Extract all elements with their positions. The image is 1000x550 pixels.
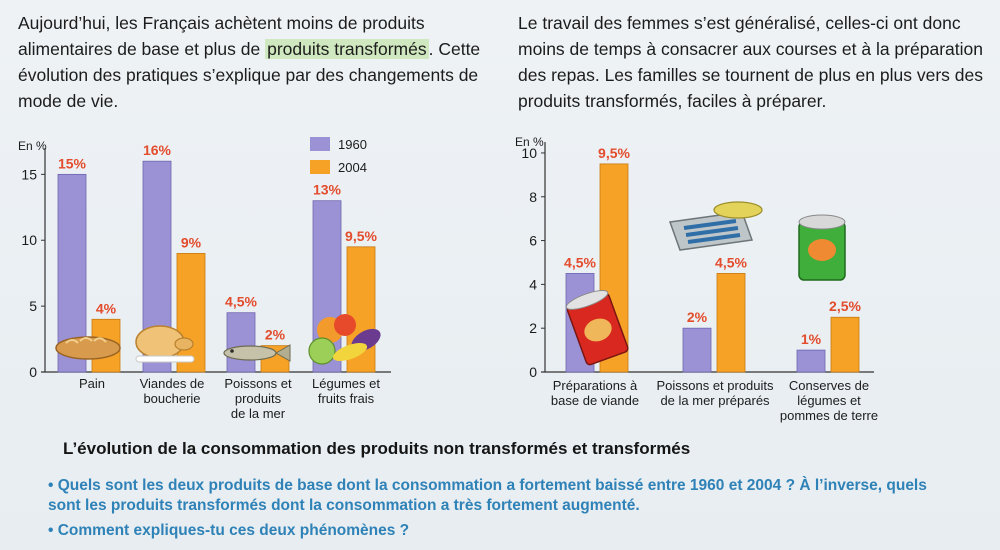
y-axis-unit-label: En %: [515, 135, 544, 149]
legend-label-1960: 1960: [338, 137, 367, 152]
legend-swatch-2004: [310, 160, 330, 174]
data-label-2004-2: 4,5%: [715, 254, 747, 270]
category-label-4: Légumes et fruits frais: [312, 376, 380, 406]
y-tick-label: 2: [529, 320, 537, 336]
y-axis-unit-label: En %: [18, 139, 47, 153]
data-label-1960-1: 15%: [58, 155, 87, 171]
data-label-1960-4: 13%: [313, 182, 342, 198]
y-tick-label: 0: [29, 364, 37, 380]
y-tick-label: 4: [529, 276, 537, 292]
bar-2004-2: [176, 253, 206, 373]
y-tick-label: 10: [521, 145, 537, 161]
questions-block: • Quels sont les deux produits de base d…: [48, 476, 948, 546]
data-label-2004-1: 9,5%: [598, 145, 630, 161]
data-label-1960-1: 4,5%: [564, 254, 596, 270]
y-tick-label: 8: [529, 189, 537, 205]
vegetable-can-icon: [798, 214, 846, 281]
y-tick-label: 15: [21, 166, 37, 182]
category-label-3: Poissons et produits de la mer: [224, 376, 292, 421]
chart-unprocessed-products: En % 0 5 10 15 15% 4% Pain 16% 9% Viandes de bouche…: [18, 139, 391, 421]
category-label-3: Conserves de légumes et pommes de terre: [780, 378, 878, 423]
canned-meat-icon: [565, 290, 629, 366]
y-tick-label: 10: [21, 232, 37, 248]
chart-legend: 1960 2004: [310, 137, 367, 175]
figure-title: L’évolution de la consommation des produ…: [63, 439, 691, 458]
chart-processed-products: En % 0 2 4 6 8 10 4,5% 9,5% Préparations à base de…: [515, 135, 878, 423]
bar-1960-3: [796, 349, 826, 373]
bar-2004-2: [716, 273, 746, 373]
fish-icon: [223, 344, 291, 362]
chicken-icon: [135, 325, 195, 363]
data-label-2004-1: 4%: [96, 300, 117, 316]
legend-label-2004: 2004: [338, 160, 367, 175]
bread-icon: [55, 336, 121, 360]
y-tick-label: 5: [29, 298, 37, 314]
data-label-2004-3: 2,5%: [829, 298, 861, 314]
data-label-2004-3: 2%: [265, 327, 286, 343]
data-label-1960-3: 4,5%: [225, 294, 257, 310]
sardine-can-icon: [668, 201, 763, 251]
data-label-1960-2: 16%: [143, 142, 172, 158]
intro-paragraph-left: Aujourd’hui, les Français achètent moins…: [18, 10, 486, 114]
bar-1960-2: [682, 327, 712, 373]
intro-paragraph-right: Le travail des femmes s’est généralisé, …: [518, 13, 983, 111]
highlighted-term: produits transformés: [265, 39, 429, 59]
question-2: • Comment expliques-tu ces deux phénomèn…: [48, 522, 410, 539]
bar-1960-3: [226, 312, 256, 373]
intro-text-before: Aujourd’hui, les Français achètent moins…: [18, 13, 425, 59]
category-label-1: Préparations à base de viande: [551, 378, 639, 408]
y-tick-label: 6: [529, 233, 537, 249]
data-label-2004-4: 9,5%: [345, 228, 377, 244]
category-label-2: Viandes de boucherie: [140, 376, 205, 406]
data-label-1960-3: 1%: [801, 331, 822, 347]
data-label-2004-2: 9%: [181, 234, 202, 250]
intro-text-after: . Cette évolution des pratiques s’expliq…: [18, 39, 481, 111]
legend-swatch-1960: [310, 137, 330, 151]
bar-2004-3: [830, 316, 860, 373]
y-tick-label: 0: [529, 364, 537, 380]
vegetables-icon: [308, 314, 381, 365]
category-label-1: Pain: [79, 376, 105, 391]
question-1: • Quels sont les deux produits de base d…: [48, 477, 927, 514]
data-label-1960-2: 2%: [687, 309, 708, 325]
category-label-2: Poissons et produits de la mer préparés: [656, 378, 774, 408]
